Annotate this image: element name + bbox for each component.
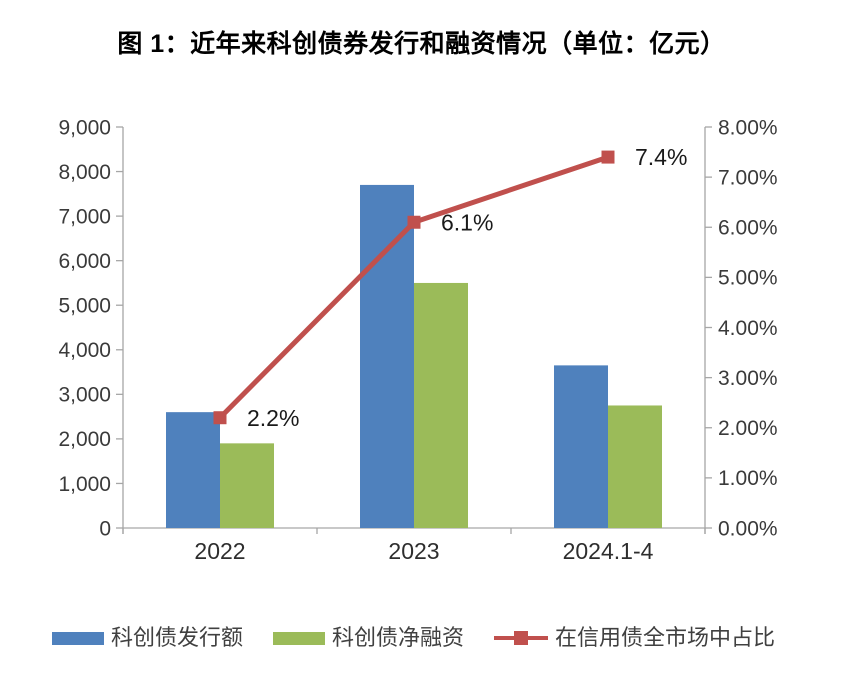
right-axis-tick-label: 2.00% [718,417,778,440]
left-axis-tick-label: 2,000 [58,428,111,451]
legend-label: 科创债净融资 [332,625,465,650]
line-marker-2022 [213,411,227,425]
line-data-label-2023: 6.1% [441,209,493,235]
right-axis-tick-label: 7.00% [718,166,778,189]
legend-bar-swatch [52,631,104,645]
bar-net-financing-2023 [414,282,468,528]
x-axis-category-label: 2023 [388,538,439,564]
right-axis-tick-label: 8.00% [718,116,778,139]
right-axis-tick-label: 0.00% [718,517,778,540]
left-axis-tick-label: 4,000 [58,339,111,362]
left-axis-tick-label: 5,000 [58,295,111,318]
legend-line-swatch [494,631,549,645]
bar-issuance-2023 [360,184,414,528]
right-axis-tick-label: 1.00% [718,467,778,490]
line-marker-2024.1-4 [601,150,615,164]
legend-label: 科创债发行额 [111,625,244,650]
line-data-label-2024.1-4: 7.4% [635,144,687,170]
legend-item-net-financing: 科创债净融资 [273,627,464,649]
left-axis-tick-label: 7,000 [58,205,111,228]
left-axis-tick-label: 1,000 [58,473,111,496]
bar-net-financing-2024.1-4 [608,405,662,528]
left-axis-tick-label: 9,000 [58,116,111,139]
right-axis-tick-label: 3.00% [718,367,778,390]
left-axis-tick-label: 3,000 [58,384,111,407]
bar-issuance-2024.1-4 [554,365,608,528]
line-data-label-2022: 2.2% [247,405,299,431]
x-axis-category-label: 2022 [194,538,245,564]
chart-legend: 科创债发行额 科创债净融资 在信用债全市场中占比 [52,627,805,649]
left-axis-tick-label: 6,000 [58,250,111,273]
legend-label: 在信用债全市场中占比 [555,625,776,650]
legend-bar-swatch [273,631,326,645]
legend-line-marker [514,631,529,645]
chart-title: 图 1：近年来科创债券发行和融资情况（单位：亿元） [117,30,726,58]
right-axis-tick-label: 6.00% [718,217,778,240]
bar-issuance-2022 [166,412,220,528]
bar-net-financing-2022 [220,443,274,528]
x-axis-category-label: 2024.1-4 [563,538,654,564]
legend-item-issuance: 科创债发行额 [52,627,243,649]
legend-item-share: 在信用债全市场中占比 [494,627,775,649]
left-axis-tick-label: 8,000 [58,161,111,184]
left-axis-tick-label: 0 [99,517,111,540]
right-axis-tick-label: 5.00% [718,267,778,290]
right-axis-tick-label: 4.00% [718,317,778,340]
line-marker-2023 [407,215,421,229]
